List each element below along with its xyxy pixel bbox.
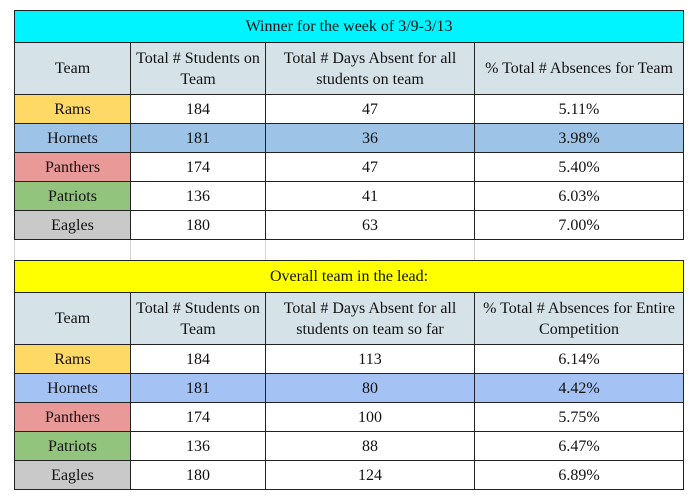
title-row: Overall team in the lead: [13, 260, 685, 293]
value-cell: 6.03% [473, 181, 685, 211]
data-row: Eagles 180 124 6.89% [14, 460, 685, 490]
value-cell: 6.14% [473, 344, 685, 374]
data-row: Hornets 181 36 3.98% [14, 123, 685, 153]
team-cell: Hornets [14, 123, 131, 153]
header-cell: Total # Days Absent for all students on … [265, 42, 475, 95]
value-cell: 4.42% [473, 373, 685, 403]
value-cell: 6.89% [473, 460, 685, 490]
team-cell: Panthers [14, 402, 131, 432]
data-row: Panthers 174 47 5.40% [14, 152, 685, 182]
empty-cell [130, 240, 265, 260]
value-cell: 100 [265, 402, 475, 432]
value-cell: 136 [130, 181, 266, 211]
empty-cell [14, 240, 130, 260]
value-cell: 47 [265, 152, 475, 182]
value-cell: 124 [265, 460, 475, 490]
table: Winner for the week of 3/9-3/13 Team Total… [13, 10, 685, 240]
header-cell: % Total # Absences for Entire Competitio… [473, 292, 685, 345]
header-cell: Team [14, 292, 131, 345]
table-body: Winner for the week of 3/9-3/13 Team Total… [13, 10, 685, 240]
value-cell: 6.47% [473, 431, 685, 461]
data-row: Hornets 181 80 4.42% [14, 373, 685, 403]
header-cell: Team [14, 42, 131, 95]
data-row: Patriots 136 88 6.47% [14, 431, 685, 461]
header-row: Team Total # Students on Team Total # Days… [14, 42, 685, 95]
value-cell: 5.40% [473, 152, 685, 182]
table: Overall team in the lead: Team Total # Stu… [13, 260, 685, 490]
value-cell: 180 [130, 210, 266, 240]
value-cell: 3.98% [473, 123, 685, 153]
value-cell: 36 [265, 123, 475, 153]
value-cell: 113 [265, 344, 475, 374]
header-cell: Total # Students on Team [130, 42, 266, 95]
value-cell: 174 [130, 402, 266, 432]
spacer-row [14, 240, 683, 260]
value-cell: 180 [130, 460, 266, 490]
value-cell: 184 [130, 94, 266, 124]
table-title: Overall team in the lead: [13, 260, 685, 293]
value-cell: 5.75% [473, 402, 685, 432]
value-cell: 7.00% [473, 210, 685, 240]
value-cell: 5.11% [473, 94, 685, 124]
team-cell: Patriots [14, 181, 131, 211]
team-cell: Patriots [14, 431, 131, 461]
team-cell: Hornets [14, 373, 131, 403]
header-cell: % Total # Absences for Team [473, 42, 685, 95]
value-cell: 63 [265, 210, 475, 240]
value-cell: 47 [265, 94, 475, 124]
value-cell: 181 [130, 123, 266, 153]
empty-cell [265, 240, 474, 260]
value-cell: 80 [265, 373, 475, 403]
sheet: Winner for the week of 3/9-3/13 Team Total… [13, 10, 685, 490]
value-cell: 174 [130, 152, 266, 182]
table-title: Winner for the week of 3/9-3/13 [13, 10, 685, 43]
data-row: Patriots 136 41 6.03% [14, 181, 685, 211]
value-cell: 184 [130, 344, 266, 374]
header-cell: Total # Days Absent for all students on … [265, 292, 475, 345]
value-cell: 88 [265, 431, 475, 461]
data-row: Rams 184 47 5.11% [14, 94, 685, 124]
team-cell: Rams [14, 344, 131, 374]
data-row: Eagles 180 63 7.00% [14, 210, 685, 240]
value-cell: 136 [130, 431, 266, 461]
team-cell: Eagles [14, 460, 131, 490]
table-body: Overall team in the lead: Team Total # Stu… [13, 260, 685, 490]
header-row: Team Total # Students on Team Total # Days… [14, 292, 685, 345]
team-cell: Panthers [14, 152, 131, 182]
team-cell: Eagles [14, 210, 131, 240]
value-cell: 181 [130, 373, 266, 403]
title-row: Winner for the week of 3/9-3/13 [13, 10, 685, 43]
team-cell: Rams [14, 94, 131, 124]
value-cell: 41 [265, 181, 475, 211]
header-cell: Total # Students on Team [130, 292, 266, 345]
data-row: Panthers 174 100 5.75% [14, 402, 685, 432]
data-row: Rams 184 113 6.14% [14, 344, 685, 374]
empty-cell [474, 240, 683, 260]
